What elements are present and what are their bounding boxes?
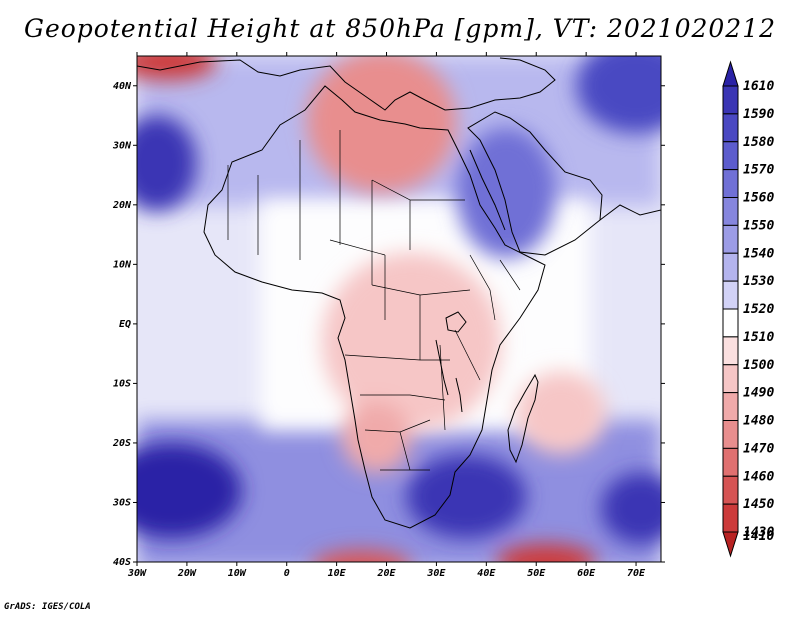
field-se-africa-low — [406, 454, 527, 539]
lat-tick-label: 40S — [113, 557, 131, 568]
colorbar-label: 1560 — [743, 191, 774, 206]
lon-tick-label: 50E — [527, 568, 546, 579]
lon-tick-label: 20E — [376, 568, 396, 579]
colorbar-label: 1490 — [743, 386, 774, 401]
lat-tick-label: 10S — [113, 378, 131, 389]
field-sw-tip-high — [314, 550, 409, 562]
colorbar-label: 1530 — [743, 274, 774, 289]
interior-borders — [227, 130, 521, 471]
field-s-tip-high — [496, 544, 597, 562]
colorbar-label: 1610 — [743, 79, 774, 94]
colorbar-swatch — [722, 308, 739, 338]
field-nw-corner-red — [137, 56, 217, 80]
colorbar-label: 1470 — [743, 441, 774, 456]
colorbar-label: 1580 — [743, 135, 774, 150]
colorbar-swatch-top — [722, 60, 739, 87]
africa-coastline — [203, 85, 546, 529]
colorbar-label: 1540 — [743, 246, 774, 261]
colorbar-swatch — [722, 420, 739, 449]
lon-tick-label: 60E — [577, 568, 596, 579]
field-w-sahara-low — [137, 115, 197, 211]
colorbar-swatch — [722, 280, 739, 310]
chart-title: Geopotential Height at 850hPa [gpm], VT:… — [23, 14, 777, 43]
colorbar-swatch — [722, 392, 739, 421]
colorbar-label: 1520 — [743, 302, 774, 317]
colorbar-label: 1410 — [743, 529, 774, 544]
colorbar-swatch — [722, 364, 739, 394]
colorbar-swatch — [722, 85, 739, 115]
colorbar-swatch — [722, 475, 739, 505]
lake-victoria — [445, 311, 467, 333]
lat-tick-label: 30S — [112, 497, 131, 508]
colorbar-swatch-bottom — [722, 531, 739, 558]
field-central-africa-high — [321, 252, 502, 432]
field-madagascar-high — [516, 371, 607, 455]
colorbar-label: 1450 — [743, 497, 774, 512]
asia-coastline — [599, 204, 661, 221]
plot-frame — [136, 55, 662, 563]
lon-tick-label: 0 — [284, 568, 290, 579]
red-sea-coast — [469, 149, 506, 231]
field-arabia-low — [456, 127, 557, 259]
lake-tanganyika — [435, 339, 449, 396]
colorbar-label: 1460 — [743, 469, 774, 484]
coastlines — [137, 57, 661, 529]
colorbar-swatch — [722, 224, 739, 254]
lon-tick-label: 70E — [627, 568, 646, 579]
colorbar-swatch — [722, 503, 739, 533]
lon-tick-label: 20W — [177, 568, 197, 579]
lat-tick-label: EQ — [119, 319, 131, 330]
colorbar-swatch — [722, 113, 739, 143]
lon-tick-label: 10W — [228, 568, 247, 579]
colorbar-swatch — [722, 169, 739, 198]
field-features — [137, 56, 661, 562]
field-asia-low — [576, 56, 661, 134]
lon-tick-label: 30E — [426, 568, 446, 579]
lat-tick-label: 20S — [112, 438, 131, 449]
europe-coastline — [137, 57, 556, 111]
colorbar-label: 1550 — [743, 218, 774, 233]
lon-tick-label: 40E — [477, 568, 496, 579]
colorbar-label: 1500 — [743, 358, 774, 373]
grads-credit: GrADS: IGES/COLA — [4, 602, 91, 612]
lon-tick-label: 30W — [127, 568, 147, 579]
colorbar-swatch — [722, 141, 739, 171]
madagascar-coastline — [507, 373, 539, 464]
colorbar-swatch — [722, 252, 739, 282]
lat-tick-label: 20N — [112, 200, 132, 211]
lon-tick-label: 10E — [328, 568, 347, 579]
colorbar-label: 1480 — [743, 414, 774, 429]
colorbar-label: 1590 — [743, 107, 774, 122]
colorbar-swatch — [722, 447, 739, 477]
colorbar-swatch — [722, 197, 739, 226]
lat-tick-label: 30N — [112, 140, 132, 151]
height-field — [137, 56, 661, 562]
field-s-atlantic-low — [137, 442, 242, 539]
lat-tick-label: 40N — [113, 81, 132, 92]
colorbar-label: 1430 — [743, 525, 774, 540]
field-n-africa-ridge-outer — [306, 56, 457, 193]
colorbar-label: 1510 — [743, 330, 774, 345]
lat-tick-label: 10N — [113, 259, 132, 270]
lake-malawi — [455, 377, 463, 413]
field-s-indian-low — [601, 472, 661, 545]
colorbar: 1610 1590 1580 1570 1560 1550 1540 1530 1520 1510… — [722, 60, 774, 558]
field-angola-high — [341, 401, 412, 473]
colorbar-swatch — [722, 336, 739, 366]
colorbar-label: 1570 — [743, 163, 774, 178]
